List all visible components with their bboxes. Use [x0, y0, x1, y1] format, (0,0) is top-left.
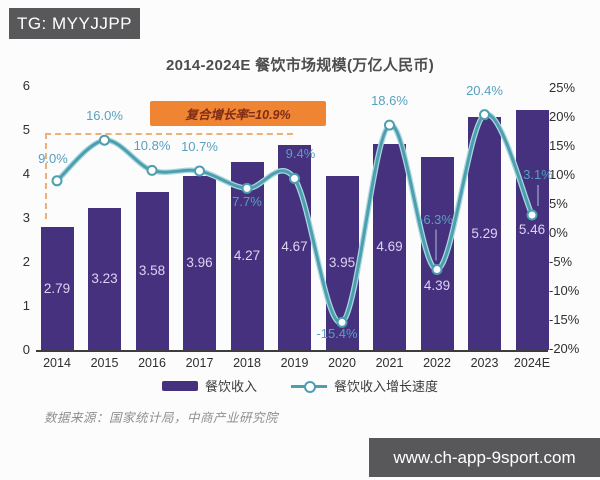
right-tick--5pct: -5%	[549, 254, 573, 269]
x-axis-label-2021: 2021	[375, 356, 404, 370]
growth-label-2015: 16.0%	[86, 108, 123, 124]
growth-label-2016: 10.8%	[133, 138, 171, 154]
bar-value-label: 3.23	[91, 270, 118, 286]
bar-value-label: 3.58	[138, 263, 166, 279]
right-tick--10pct: -10%	[549, 283, 580, 298]
right-tick--15pct: -15%	[549, 312, 580, 327]
growth-label-2014: 9.0%	[38, 150, 68, 166]
x-axis-label-2017: 2017	[185, 356, 214, 370]
legend-label-growth: 餐饮收入增长速度	[334, 379, 439, 394]
x-axis-line	[36, 350, 548, 352]
right-tick-5pct: 5%	[549, 196, 568, 211]
x-axis-label-2024E: 2024E	[513, 356, 551, 370]
right-tick-25pct: 25%	[549, 80, 576, 95]
growth-label-2021: 18.6%	[371, 93, 408, 109]
marker-2021	[384, 119, 395, 131]
bar-value-label: 3.95	[328, 255, 356, 271]
data-source-note: 数据来源：国家统计局，中商产业研究院	[44, 411, 279, 425]
tg-watermark-text: TG: MYYJJPP	[16, 13, 133, 33]
bar-value-label: 5.29	[471, 225, 498, 241]
watermark-url-banner: www.ch-app-9sport.com	[369, 438, 600, 477]
cagr-annotation-text: 复合增长率=10.9%	[185, 108, 291, 122]
left-tick-2: 2	[22, 254, 30, 269]
left-tick-0: 0	[22, 342, 30, 357]
right-tick-15pct: 15%	[549, 138, 576, 153]
left-tick-1: 1	[22, 298, 30, 313]
bar-value-label: 4.69	[376, 238, 403, 254]
x-axis-label-2020: 2020	[328, 356, 356, 370]
bar-value-label: 4.67	[281, 239, 308, 255]
cagr-annotation-badge: 复合增长率=10.9%	[150, 101, 326, 126]
legend-item-revenue: 餐饮收入	[161, 376, 257, 395]
left-tick-3: 3	[22, 210, 30, 225]
growth-label-2023: 20.4%	[466, 82, 503, 98]
bar-value-label: 4.27	[233, 248, 261, 264]
line-swatch-icon	[291, 380, 327, 393]
bar-value-label: 2.79	[43, 280, 71, 296]
x-axis-label-2015: 2015	[90, 356, 119, 370]
right-tick-10pct: 10%	[549, 167, 576, 182]
growth-label-2024E: 3.1%	[523, 167, 553, 183]
bar-value-label: 4.39	[423, 278, 451, 294]
x-axis-label-2014: 2014	[43, 356, 71, 370]
legend: 餐饮收入 餐饮收入增长速度	[0, 376, 600, 395]
left-tick-5: 5	[22, 122, 30, 137]
growth-label-2017: 10.7%	[181, 138, 218, 154]
left-tick-6: 6	[22, 78, 30, 93]
right-tick-0pct: 0%	[549, 225, 568, 240]
left-tick-4: 4	[22, 166, 30, 181]
bar-2022	[420, 156, 454, 350]
watermark-url-text: www.ch-app-9sport.com	[393, 447, 576, 467]
bar-swatch-icon	[161, 380, 198, 391]
x-axis-label-2018: 2018	[233, 356, 261, 370]
right-tick--20pct: -20%	[549, 341, 580, 356]
growth-label-2020: -15.4%	[316, 326, 358, 342]
bar-value-label: 3.96	[186, 254, 213, 270]
growth-label-2019: 9.4%	[285, 146, 316, 162]
x-axis-label-2023: 2023	[470, 356, 499, 370]
x-axis-label-2022: 2022	[423, 356, 451, 370]
legend-item-growth: 餐饮收入增长速度	[291, 376, 438, 395]
tg-watermark-badge: TG: MYYJJPP	[9, 8, 140, 39]
growth-label-2022: -6.3%	[419, 211, 453, 227]
chart-title: 2014-2024E 餐饮市场规模(万亿人民币)	[165, 57, 435, 74]
growth-label-2018: 7.7%	[232, 194, 262, 210]
legend-label-revenue: 餐饮收入	[204, 379, 257, 394]
right-tick-20pct: 20%	[549, 109, 576, 124]
x-axis-label-2019: 2019	[280, 356, 309, 370]
x-axis-label-2016: 2016	[138, 356, 166, 370]
